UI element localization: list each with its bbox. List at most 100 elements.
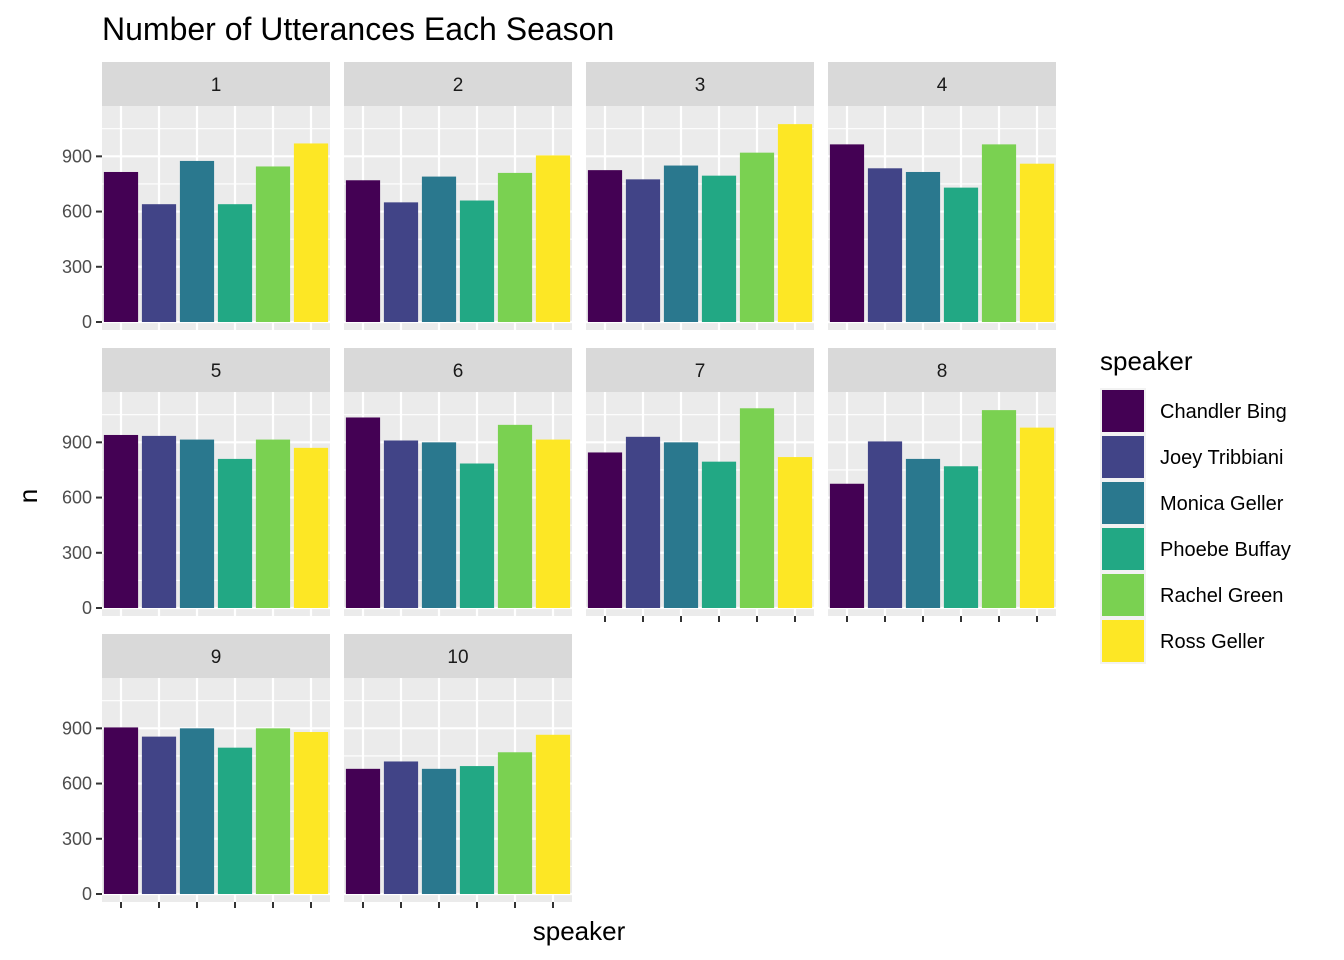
bar-chandler-bing [345,768,381,894]
facet-strip [344,634,572,678]
facet-panel-2: 2 [344,62,572,330]
bar-monica-geller [179,728,215,894]
chart-title: Number of Utterances Each Season [102,11,614,47]
facet-strip [102,634,330,678]
bar-joey-tribbiani [867,441,903,608]
y-tick-label: 900 [62,146,92,166]
bar-monica-geller [905,171,941,322]
facet-strip [828,348,1056,392]
bar-phoebe-buffay [943,466,979,608]
bar-rachel-green [255,166,291,322]
bar-rachel-green [255,728,291,894]
legend-swatch [1102,620,1144,662]
bar-ross-geller [535,439,571,608]
bar-rachel-green [497,172,533,322]
y-tick-label: 0 [82,598,92,618]
bar-joey-tribbiani [625,436,661,608]
facet-label: 6 [453,361,464,382]
bar-ross-geller [777,457,813,608]
panel-background [586,392,814,616]
bar-chandler-bing [587,170,623,322]
bar-ross-geller [293,447,329,608]
facet-strip [828,62,1056,106]
bar-phoebe-buffay [459,200,495,322]
bar-monica-geller [421,176,457,322]
facet-panel-3: 3 [586,62,814,330]
legend-label: Rachel Green [1160,585,1283,607]
legend-label: Phoebe Buffay [1160,539,1291,561]
facet-strip [586,62,814,106]
panel-background [102,678,330,902]
facet-label: 1 [211,75,222,96]
facet-panel-10: 10 [344,634,572,908]
bar-rachel-green [497,752,533,894]
bar-rachel-green [497,424,533,608]
bar-rachel-green [255,439,291,608]
y-tick-label: 600 [62,202,92,222]
facet-panel-4: 4 [828,62,1056,330]
y-axis-title: n [13,489,43,503]
bar-joey-tribbiani [867,168,903,322]
facet-label: 5 [211,361,222,382]
bar-chandler-bing [587,452,623,608]
y-tick-label: 0 [82,884,92,904]
bar-phoebe-buffay [701,461,737,608]
panel-background [102,106,330,330]
legend-label: Ross Geller [1160,631,1265,653]
y-tick-label: 900 [62,432,92,452]
y-tick-label: 600 [62,488,92,508]
bar-chandler-bing [103,171,139,322]
bar-joey-tribbiani [141,736,177,894]
bar-monica-geller [179,160,215,322]
bar-ross-geller [535,734,571,894]
bar-joey-tribbiani [141,435,177,608]
panel-background [828,106,1056,330]
facet-strip [102,62,330,106]
facet-panel-9: 9 0 300 600 900 [62,634,330,908]
legend-label: Chandler Bing [1160,401,1287,423]
panel-background [344,678,572,902]
bar-phoebe-buffay [943,187,979,322]
facet-label: 9 [211,647,222,668]
bar-phoebe-buffay [217,204,253,322]
legend-item: Chandler Bing [1100,388,1287,434]
bar-rachel-green [981,410,1017,608]
bar-monica-geller [663,165,699,322]
facet-strip [344,348,572,392]
bar-ross-geller [1019,427,1055,608]
legend-swatch [1102,436,1144,478]
bar-monica-geller [179,439,215,608]
bar-rachel-green [739,408,775,608]
facet-label: 4 [937,75,948,96]
legend-swatch [1102,574,1144,616]
bar-phoebe-buffay [217,458,253,608]
bar-rachel-green [981,144,1017,322]
bar-joey-tribbiani [625,179,661,322]
facet-panel-7: 7 [586,348,814,622]
panel-background [828,392,1056,616]
bar-chandler-bing [829,483,865,608]
facet-strip [586,348,814,392]
facet-label: 7 [695,361,706,382]
bar-joey-tribbiani [383,761,419,894]
facet-strip [344,62,572,106]
panel-background [344,106,572,330]
bar-chandler-bing [345,180,381,322]
facet-label: 3 [695,75,706,96]
bar-monica-geller [421,442,457,608]
bar-rachel-green [739,152,775,322]
x-axis-title: speaker [533,916,626,946]
panel-background [344,392,572,616]
facet-panel-5: 5 0 300 600 900 [62,348,330,618]
bar-joey-tribbiani [141,204,177,322]
legend-label: Joey Tribbiani [1160,447,1283,469]
bar-ross-geller [293,732,329,894]
y-tick-label: 900 [62,718,92,738]
facet-strip [102,348,330,392]
bar-chandler-bing [103,727,139,894]
legend-item: Joey Tribbiani [1100,434,1283,480]
facet-panel-1: 1 0 300 600 900 [62,62,330,332]
panel-background [102,392,330,616]
